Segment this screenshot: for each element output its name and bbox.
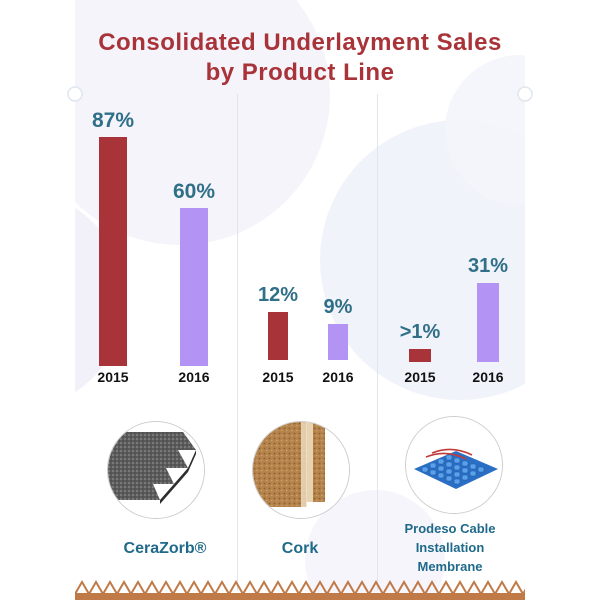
year-label-cerazorb-2015: 2015	[97, 369, 129, 385]
value-label-prodeso-2015: >1%	[399, 321, 441, 343]
title-line-2: by Product Line	[205, 59, 395, 86]
value-label-cork-2015: 12%	[257, 284, 299, 306]
year-label-prodeso-2016: 2016	[472, 369, 504, 385]
cerazorb-sheets-icon	[107, 421, 205, 519]
product-name-prodeso-line-3: Membrane	[417, 559, 483, 574]
value-label-prodeso-2016: 31%	[467, 254, 509, 277]
value-label-cerazorb-2016: 60%	[172, 180, 216, 204]
year-label-cork-2016: 2016	[322, 369, 354, 385]
year-label-cork-2015: 2015	[262, 369, 294, 385]
membrane-grid-icon	[405, 416, 503, 514]
product-name-cork: Cork	[281, 540, 319, 557]
column-divider-1	[237, 94, 238, 590]
chart-title: Consolidated Underlayment Sales by Produ…	[0, 28, 600, 88]
bar-prodeso-2015	[409, 349, 431, 362]
product-name-prodeso-line-1: Prodeso Cable	[404, 521, 496, 536]
value-label-cork-2016: 9%	[323, 296, 353, 318]
title-line-1: Consolidated Underlayment Sales	[98, 29, 502, 56]
column-divider-2	[377, 94, 378, 590]
year-label-cerazorb-2016: 2016	[178, 369, 210, 385]
product-name-prodeso: Prodeso Cable Installation Membrane	[380, 519, 520, 576]
year-label-prodeso-2015: 2015	[404, 369, 436, 385]
value-label-cerazorb-2015: 87%	[91, 109, 135, 133]
bar-cerazorb-2016	[180, 208, 208, 366]
bar-prodeso-2016	[477, 282, 499, 362]
product-name-cerazorb: CeraZorb®	[123, 540, 207, 557]
zigzag-border	[75, 580, 525, 600]
bar-cerazorb-2015	[99, 137, 127, 366]
cork-sheets-icon	[252, 421, 350, 519]
product-name-prodeso-line-2: Installation	[415, 540, 485, 555]
bar-cork-2016	[328, 324, 348, 360]
bar-cork-2015	[268, 312, 288, 360]
